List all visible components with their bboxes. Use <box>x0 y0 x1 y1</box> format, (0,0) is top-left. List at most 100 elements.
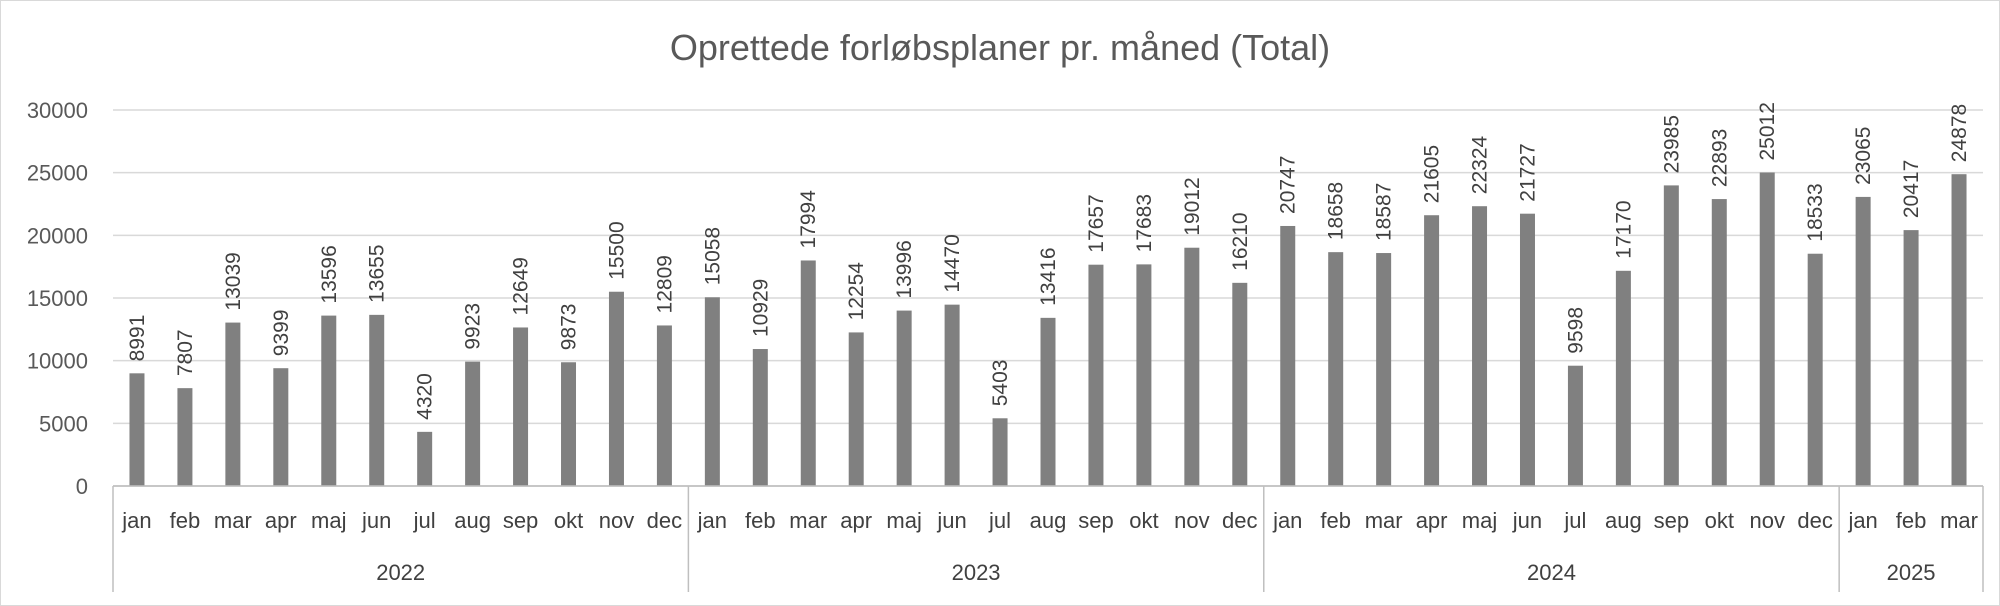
x-tick-label: apr <box>1416 508 1448 533</box>
x-tick-label: jan <box>121 508 151 533</box>
bar <box>1088 264 1104 486</box>
chart-title: Oprettede forløbsplaner pr. måned (Total… <box>670 27 1330 68</box>
bar <box>273 368 289 486</box>
x-tick-label: sep <box>1654 508 1689 533</box>
data-label: 18587 <box>1373 183 1396 241</box>
x-tick-label: sep <box>1078 508 1113 533</box>
bar <box>752 349 768 486</box>
year-label: 2024 <box>1527 560 1576 585</box>
data-label: 14470 <box>941 234 964 292</box>
x-tick-label: mar <box>214 508 252 533</box>
bar <box>1040 317 1056 486</box>
data-labels: 8991 7807 13039 9399 13596 13655 4320 9923 12649… <box>126 102 1971 420</box>
bar <box>1615 270 1631 486</box>
bar <box>1232 282 1248 486</box>
data-label: 13416 <box>1037 247 1060 305</box>
y-tick-label: 15000 <box>27 286 88 311</box>
x-tick-label: dec <box>1797 508 1832 533</box>
data-label: 12254 <box>845 262 868 321</box>
data-label: 13039 <box>222 252 245 310</box>
data-label: 25012 <box>1756 102 1779 160</box>
x-tick-label: sep <box>503 508 538 533</box>
data-label: 24878 <box>1948 104 1971 162</box>
data-label: 10929 <box>749 279 772 337</box>
x-tick-label: jun <box>1512 508 1542 533</box>
x-tick-label: nov <box>599 508 634 533</box>
bar <box>1663 185 1679 486</box>
year-label: 2022 <box>376 560 425 585</box>
bar <box>1328 252 1344 486</box>
data-label: 15058 <box>701 227 724 285</box>
bar <box>1184 247 1200 486</box>
y-tick-label: 0 <box>76 474 88 499</box>
bar <box>177 388 193 486</box>
data-label: 17994 <box>797 190 820 249</box>
y-tick-label: 25000 <box>27 161 88 186</box>
bar <box>225 322 241 486</box>
data-label: 23985 <box>1660 115 1683 173</box>
data-label: 20417 <box>1900 160 1923 218</box>
data-label: 21727 <box>1516 143 1539 201</box>
bar <box>321 315 337 486</box>
data-label: 18658 <box>1325 182 1348 240</box>
x-tick-label: mar <box>1940 508 1978 533</box>
data-label: 17657 <box>1085 194 1108 252</box>
bar <box>848 332 864 486</box>
data-label: 9598 <box>1564 307 1587 354</box>
bar <box>1711 199 1727 486</box>
x-tick-label: jun <box>936 508 966 533</box>
x-tick-label: nov <box>1174 508 1209 533</box>
x-tick-label: jul <box>413 508 436 533</box>
bar <box>1376 253 1392 486</box>
bar <box>1424 215 1440 486</box>
year-label: 2023 <box>952 560 1001 585</box>
x-tick-label: jul <box>1563 508 1586 533</box>
bar <box>513 327 529 486</box>
y-tick-label: 30000 <box>27 98 88 123</box>
data-label: 4320 <box>414 373 437 420</box>
data-label: 20747 <box>1277 156 1300 214</box>
bar <box>1567 365 1583 486</box>
x-tick-label: mar <box>1365 508 1403 533</box>
y-tick-label: 5000 <box>39 411 88 436</box>
data-label: 13655 <box>366 244 389 302</box>
bar <box>129 373 145 486</box>
y-axis: 0 5000 10000 15000 20000 25000 30000 <box>27 98 88 499</box>
bar <box>1280 225 1296 486</box>
x-tick-label: feb <box>1896 508 1927 533</box>
bars <box>129 172 1967 486</box>
data-label: 9399 <box>270 309 293 356</box>
x-tick-label: maj <box>311 508 346 533</box>
bar <box>1855 196 1871 486</box>
y-tick-label: 20000 <box>27 223 88 248</box>
x-tick-label: jan <box>697 508 727 533</box>
x-tick-label: feb <box>1320 508 1351 533</box>
bar <box>608 291 624 486</box>
data-label: 12809 <box>653 255 676 313</box>
bar <box>1136 264 1152 486</box>
bar <box>1519 213 1535 486</box>
data-label: 5403 <box>989 360 1012 407</box>
x-tick-label: jan <box>1847 508 1877 533</box>
bar <box>1951 174 1967 486</box>
x-tick-label: aug <box>1030 508 1067 533</box>
year-label: 2025 <box>1887 560 1936 585</box>
bar <box>1759 172 1775 486</box>
x-tick-label: okt <box>554 508 583 533</box>
data-label: 22893 <box>1708 129 1731 187</box>
bar <box>800 260 816 486</box>
data-label: 8991 <box>126 315 149 362</box>
data-label: 7807 <box>174 329 197 376</box>
data-label: 19012 <box>1181 177 1204 235</box>
x-tick-label: nov <box>1749 508 1784 533</box>
x-tick-label: jul <box>988 508 1011 533</box>
data-label: 17683 <box>1133 194 1156 252</box>
data-label: 18533 <box>1804 183 1827 241</box>
data-label: 9923 <box>462 303 485 350</box>
bar <box>465 361 481 486</box>
bar <box>1903 230 1919 486</box>
x-tick-label: dec <box>1222 508 1257 533</box>
data-label: 21605 <box>1421 145 1444 203</box>
data-label: 22324 <box>1469 135 1492 194</box>
